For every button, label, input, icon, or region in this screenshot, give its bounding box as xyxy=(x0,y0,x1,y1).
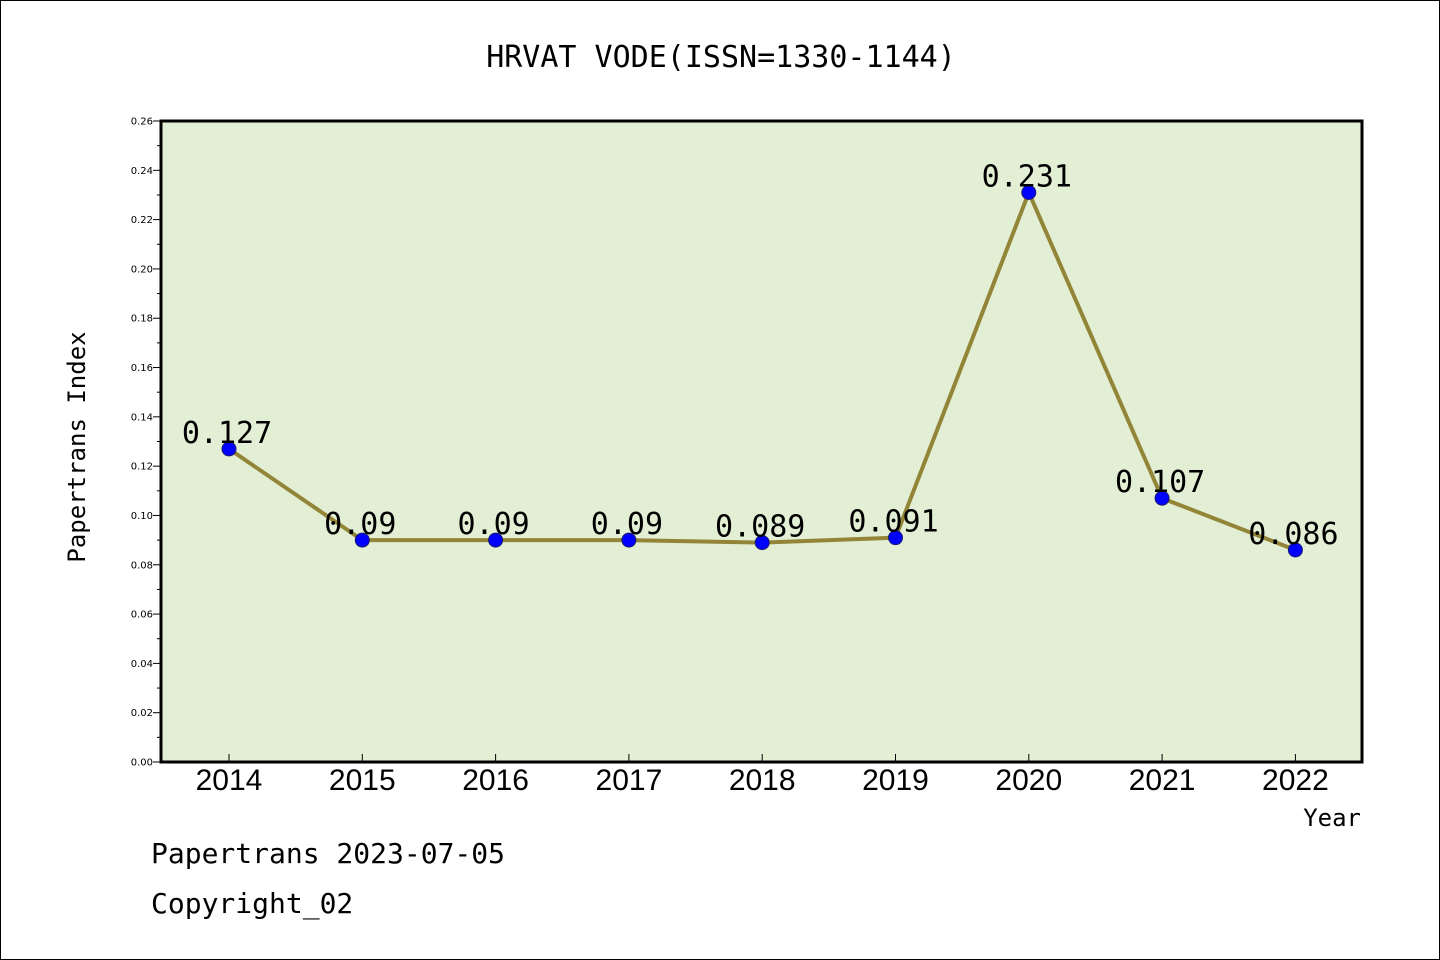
y-tick-label: 0.02 xyxy=(131,708,153,719)
data-point-marker xyxy=(354,532,370,548)
data-point-marker xyxy=(1287,542,1303,558)
x-tick-label: 2014 xyxy=(196,764,263,797)
plot-area xyxy=(159,119,1364,764)
data-label: 0.09 xyxy=(591,507,663,542)
x-tick-label: 2020 xyxy=(995,764,1062,797)
x-tick-label: 2016 xyxy=(462,764,529,797)
data-point-marker xyxy=(1021,184,1037,200)
y-tick-label: 0.10 xyxy=(131,511,153,522)
y-tick-label: 0.14 xyxy=(131,412,153,423)
data-point-marker xyxy=(488,532,504,548)
series-layer xyxy=(221,184,1303,558)
data-label: 0.089 xyxy=(715,510,805,545)
data-label: 0.09 xyxy=(457,507,529,542)
y-tick-label: 0.08 xyxy=(131,560,153,571)
data-label: 0.107 xyxy=(1115,465,1205,500)
data-point-marker xyxy=(754,535,770,551)
x-tick-label: 2015 xyxy=(329,764,396,797)
y-tick-label: 0.12 xyxy=(131,462,153,473)
y-tick-label: 0.06 xyxy=(131,610,153,621)
data-label: 0.086 xyxy=(1248,517,1338,552)
x-axis-title: Year xyxy=(1303,804,1361,832)
data-point-marker xyxy=(221,441,237,457)
y-tick-label: 0.26 xyxy=(131,117,153,128)
x-tick-label: 2019 xyxy=(862,764,929,797)
y-tick-label: 0.00 xyxy=(131,758,153,769)
y-axis-ticks: 0.00 0.02 0.04 0.06 0.08 0.10 0.12 0.14 0.16 0.18… xyxy=(131,117,161,769)
footer-copyright-text: Copyright_02 xyxy=(151,887,354,920)
footer-date-text: Papertrans 2023-07-05 xyxy=(151,837,506,870)
y-tick-label: 0.16 xyxy=(131,363,153,374)
y-tick-label: 0.20 xyxy=(131,264,153,275)
x-tick-label: 2022 xyxy=(1262,764,1329,797)
data-label-layer: 0.127 0.09 0.09 0.09 0.089 0.091 0.231 0.107 0.0… xyxy=(182,159,1339,551)
data-point-marker xyxy=(621,532,637,548)
x-tick-label: 2021 xyxy=(1129,764,1196,797)
y-tick-label: 0.18 xyxy=(131,314,153,325)
x-axis-ticks: 2014 2015 2016 2017 2018 2019 2020 2021 2022 xyxy=(196,754,1329,797)
y-tick-label: 0.22 xyxy=(131,215,153,226)
y-axis-title: Papertrans Index xyxy=(63,331,91,562)
data-label: 0.127 xyxy=(182,416,272,451)
chart-title: HRVAT VODE(ISSN=1330-1144) xyxy=(486,40,956,75)
y-tick-label: 0.24 xyxy=(131,166,153,177)
y-tick-label: 0.04 xyxy=(131,659,153,670)
x-tick-label: 2018 xyxy=(729,764,796,797)
data-label: 0.091 xyxy=(848,505,938,540)
data-point-marker xyxy=(888,530,903,546)
x-tick-label: 2017 xyxy=(596,764,663,797)
data-label: 0.09 xyxy=(324,507,396,542)
data-label: 0.231 xyxy=(982,159,1072,194)
data-point-marker xyxy=(1154,490,1170,506)
